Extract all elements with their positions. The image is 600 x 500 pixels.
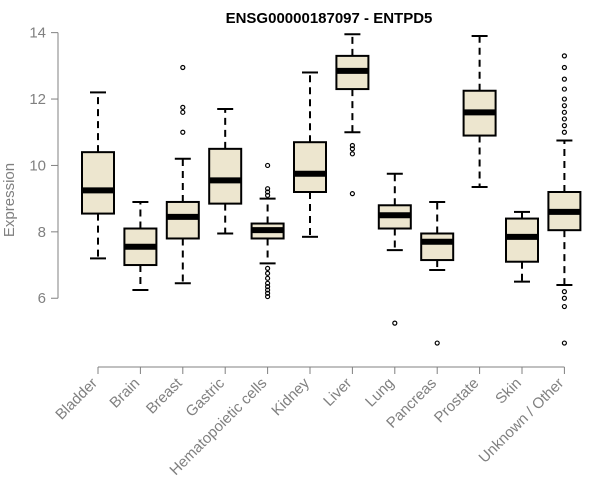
y-tick-label: 10 xyxy=(29,157,46,174)
box-skin xyxy=(505,210,539,283)
box-liver xyxy=(335,33,370,197)
outlier-point xyxy=(265,162,271,169)
outlier-point xyxy=(180,64,186,71)
outlier-point xyxy=(561,295,568,301)
outlier-point xyxy=(561,340,568,346)
outlier-point xyxy=(180,109,186,115)
x-tick-label: Brain xyxy=(106,375,143,412)
chart-title: ENSG00000187097 - ENTPD5 xyxy=(226,10,433,27)
outlier-point xyxy=(561,53,568,59)
x-tick-label: Bladder xyxy=(52,375,101,424)
outlier-point xyxy=(265,189,271,195)
outlier-point xyxy=(561,86,568,92)
box-breast xyxy=(165,64,200,285)
boxes-group xyxy=(81,33,582,346)
x-tick-label: Prostate xyxy=(431,375,483,427)
outlier-point xyxy=(561,103,568,109)
outlier-point xyxy=(265,293,271,300)
x-tick-label: Lung xyxy=(362,375,398,411)
outlier-point xyxy=(561,109,568,115)
outlier-point xyxy=(392,320,398,326)
outlier-point xyxy=(180,104,186,110)
box-hematopoietic-cells xyxy=(250,162,285,300)
y-axis: 6 8 10 12 14 xyxy=(29,25,59,307)
y-tick-label: 14 xyxy=(29,25,46,42)
outlier-point xyxy=(265,287,271,293)
outlier-point xyxy=(265,280,271,286)
outlier-point xyxy=(349,191,355,197)
outlier-point xyxy=(561,116,568,122)
outlier-point xyxy=(349,146,355,152)
box-gastric xyxy=(208,108,243,235)
box-bladder xyxy=(81,91,115,260)
outlier-point xyxy=(561,289,568,295)
outlier-point xyxy=(265,270,271,276)
y-tick-label: 8 xyxy=(38,224,46,241)
y-axis-label: Expression xyxy=(1,163,18,237)
box-lung xyxy=(377,172,412,326)
outlier-point xyxy=(180,129,186,135)
y-tick-label: 6 xyxy=(38,290,46,307)
box-iqr xyxy=(293,141,327,193)
box-iqr xyxy=(165,200,200,240)
outlier-point xyxy=(265,284,271,290)
box-unknown-other xyxy=(547,53,582,346)
box-prostate xyxy=(462,34,497,189)
outlier-point xyxy=(561,76,568,82)
x-tick-label: Kidney xyxy=(268,374,313,419)
outlier-point xyxy=(434,340,440,346)
box-iqr xyxy=(505,217,539,263)
outlier-point xyxy=(561,96,568,102)
x-tick-label: Breast xyxy=(143,374,186,417)
box-iqr xyxy=(81,151,115,215)
outlier-point xyxy=(561,303,568,310)
box-iqr xyxy=(208,147,243,205)
x-tick-label: Liver xyxy=(320,375,355,410)
outlier-point xyxy=(349,151,355,157)
box-kidney xyxy=(293,71,327,238)
outlier-point xyxy=(265,290,271,296)
box-brain xyxy=(123,200,158,291)
outlier-point xyxy=(561,122,568,129)
outlier-point xyxy=(349,142,355,149)
x-tick-label: Skin xyxy=(492,375,525,408)
box-pancreas xyxy=(420,200,455,346)
outlier-point xyxy=(265,275,271,281)
outlier-point xyxy=(265,265,271,271)
outlier-point xyxy=(561,129,568,135)
outlier-point xyxy=(265,192,271,198)
y-tick-label: 12 xyxy=(29,91,46,108)
outlier-point xyxy=(561,64,568,71)
outlier-point xyxy=(265,186,271,192)
box-iqr xyxy=(420,232,455,262)
